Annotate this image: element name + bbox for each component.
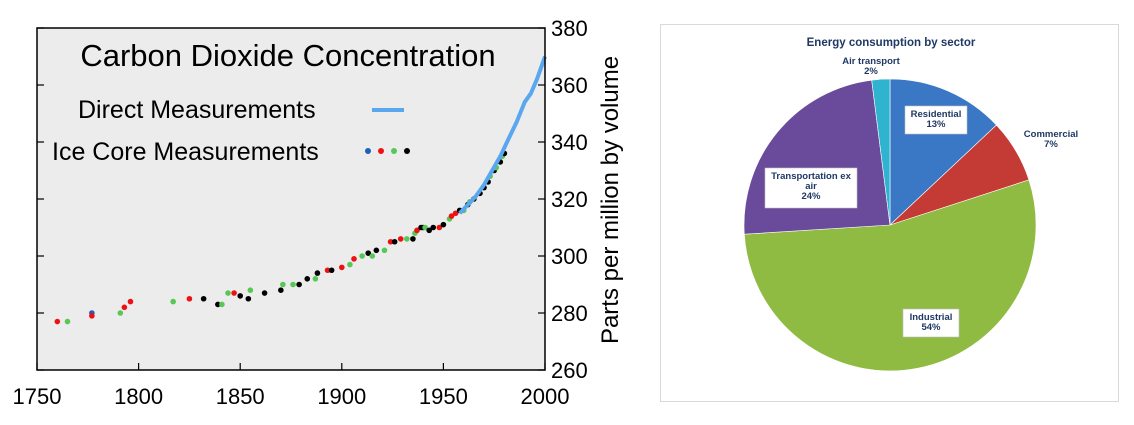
y-tick-label: 300	[551, 244, 588, 269]
ice-core-point	[328, 267, 335, 274]
ice-core-point	[351, 256, 357, 262]
ice-core-point	[186, 295, 193, 302]
ice-core-point	[324, 267, 331, 274]
y-tick-label: 360	[551, 73, 588, 98]
pie-slice-air-transport	[871, 78, 891, 226]
x-tick-label: 2000	[521, 384, 570, 409]
co2-direct-measurement-line	[458, 55, 547, 215]
legend-direct-measurements: Direct Measurements	[78, 96, 316, 124]
ice-core-point	[170, 298, 176, 305]
energy-pie-chart: Energy consumption by sector Residential…	[743, 37, 1078, 372]
ice-core-point	[225, 290, 231, 296]
ice-core-point	[440, 221, 447, 228]
pie-chart-title: Energy consumption by sector	[807, 37, 976, 49]
co2-plot-area	[37, 28, 545, 370]
ice-core-point	[215, 301, 221, 308]
ice-core-point	[247, 287, 254, 294]
x-tick-label: 1750	[13, 384, 62, 409]
pie-label-box	[902, 308, 960, 338]
pie-slices	[743, 78, 1037, 372]
ice-core-point	[448, 213, 455, 219]
ice-core-point	[200, 295, 207, 302]
ice-core-point	[261, 290, 268, 296]
ice-core-point	[280, 281, 286, 288]
pie-slice-label: Commercial	[1024, 129, 1078, 140]
ice-core-point	[397, 236, 404, 242]
ice-core-point	[414, 227, 420, 234]
legend-ice-core-measurements: Ice Core Measurements	[52, 138, 319, 166]
ice-core-point	[290, 281, 296, 288]
co2-y-axis-label: Parts per million by volume	[597, 56, 624, 344]
legend-dot-green	[391, 148, 397, 154]
ice-core-point	[117, 310, 124, 316]
ice-core-point	[387, 238, 394, 245]
ice-core-point	[304, 276, 311, 282]
ice-core-point	[296, 281, 302, 288]
legend-dot-red	[378, 148, 384, 154]
ice-core-point	[121, 304, 128, 311]
x-tick-label: 1850	[216, 384, 265, 409]
pie-chart-panel: Energy consumption by sector Residential…	[660, 24, 1119, 402]
pie-slice-label: Residential	[911, 109, 962, 120]
ice-core-point	[314, 270, 321, 276]
ice-core-point	[245, 295, 252, 302]
y-tick-label: 260	[551, 358, 588, 383]
ice-core-point	[127, 298, 134, 305]
ice-core-point	[278, 287, 284, 294]
ice-core-point	[219, 301, 225, 308]
pie-slice-value: 7%	[1044, 139, 1058, 150]
y-tick-label: 320	[551, 187, 588, 212]
legend-ice-core-dot-swatches	[365, 148, 410, 154]
co2-y-axis: 260 280 300 320 340 360 380	[37, 16, 588, 383]
ice-core-point	[452, 210, 459, 217]
ice-core-point	[231, 290, 237, 296]
x-tick-label: 1900	[317, 384, 366, 409]
y-tick-label: 280	[551, 301, 588, 326]
ice-core-point	[381, 247, 388, 254]
x-tick-label: 1800	[114, 384, 163, 409]
ice-core-point	[54, 318, 61, 325]
ice-core-point	[391, 238, 398, 245]
co2-legend: Direct Measurements Ice Core Measurement…	[52, 96, 410, 166]
pie-label-box	[904, 105, 968, 135]
ice-core-point	[237, 293, 243, 299]
pie-slice-value: 2%	[864, 66, 878, 77]
co2-chart-title: Carbon Dioxide Concentration	[80, 38, 495, 73]
ice-core-point	[369, 253, 376, 259]
pie-slice-label: Air transport	[842, 56, 900, 67]
pie-slice-label: Industrial	[910, 312, 953, 323]
pie-label-box	[764, 167, 858, 209]
ice-core-point	[64, 318, 71, 325]
legend-dot-blue	[365, 148, 371, 154]
ice-core-point	[430, 224, 437, 231]
pie-slice-industrial	[743, 179, 1037, 372]
pie-slice-value: 13%	[926, 119, 946, 130]
ice-core-point	[404, 236, 410, 242]
ice-core-point	[89, 313, 95, 319]
co2-x-axis: 1750 1800 1850 1900 1950 2000	[13, 363, 570, 409]
ice-core-point	[373, 247, 380, 254]
ice-core-point	[359, 253, 365, 259]
y-tick-label: 340	[551, 130, 588, 155]
ice-core-point	[365, 250, 372, 256]
pie-slice-label: Transportation ex	[771, 171, 851, 182]
legend-dot-black	[404, 148, 410, 154]
y-tick-label: 380	[551, 16, 588, 41]
ice-core-point	[410, 236, 416, 242]
pie-slice-value: 24%	[801, 191, 821, 202]
co2-ice-core-points	[54, 150, 508, 325]
ice-core-point	[347, 261, 353, 268]
pie-slice-label: air	[805, 181, 817, 192]
ice-core-point	[426, 227, 432, 234]
pie-slice-transportation-ex-air	[743, 79, 891, 235]
ice-core-point	[422, 224, 428, 231]
ice-core-point	[436, 224, 443, 231]
pie-slice-value: 54%	[921, 322, 941, 333]
co2-chart: 1750 1800 1850 1900 1950 2000 260 280 300 320 340…	[13, 16, 624, 409]
ice-core-point	[339, 264, 345, 271]
ice-core-point	[312, 276, 319, 282]
x-tick-label: 1950	[419, 384, 468, 409]
